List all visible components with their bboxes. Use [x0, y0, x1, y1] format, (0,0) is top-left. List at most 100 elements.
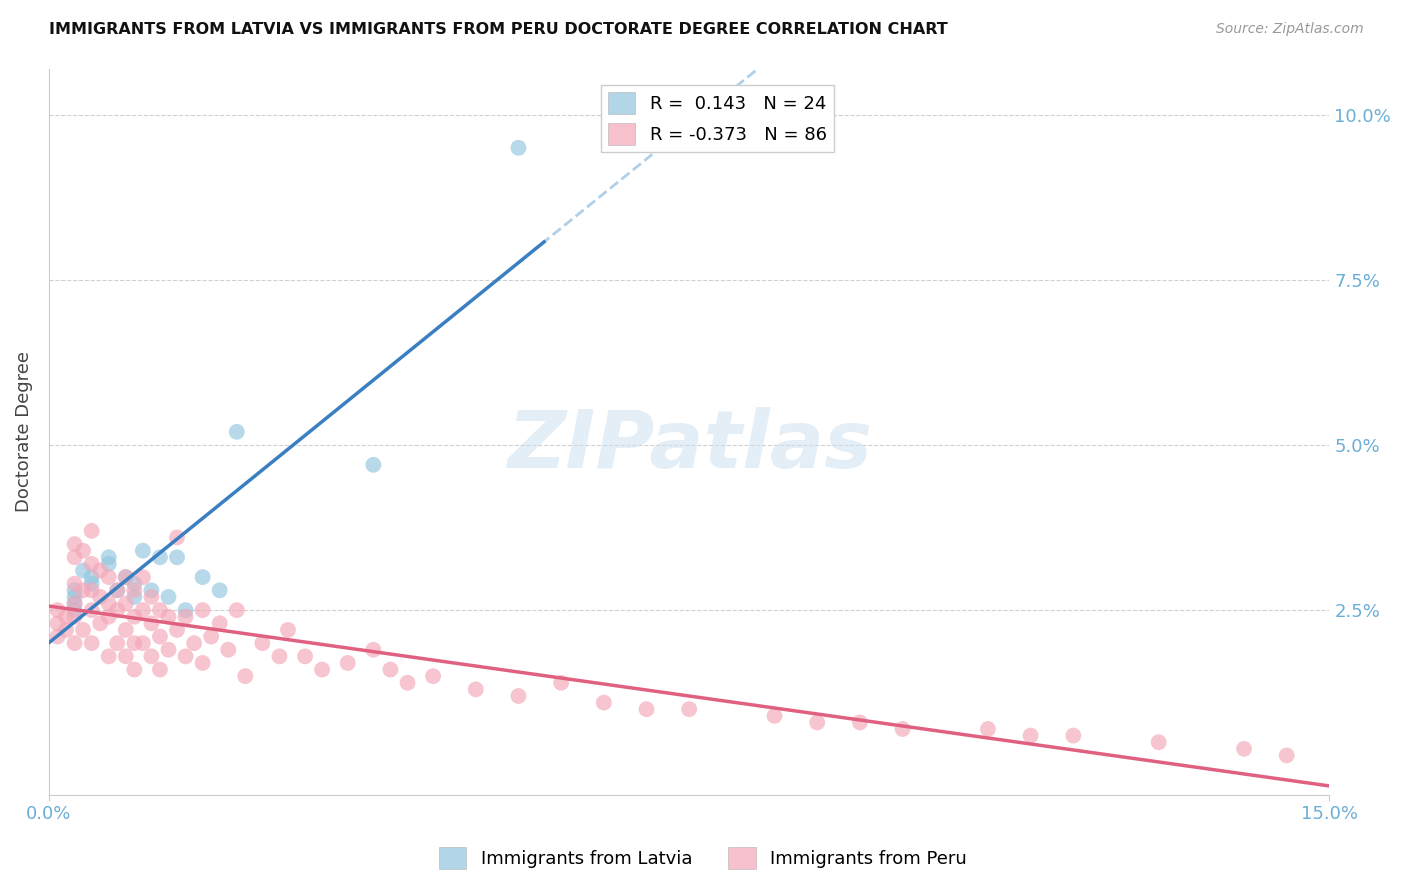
- Point: [63, 550, 86, 565]
- Point: [141, 590, 163, 604]
- Point: [464, 682, 486, 697]
- Point: [636, 702, 658, 716]
- Point: [63, 597, 86, 611]
- Point: [105, 583, 128, 598]
- Point: [89, 616, 111, 631]
- Point: [124, 663, 146, 677]
- Point: [217, 642, 239, 657]
- Point: [166, 550, 188, 565]
- Point: [1147, 735, 1170, 749]
- Point: [166, 531, 188, 545]
- Point: [422, 669, 444, 683]
- Point: [157, 642, 180, 657]
- Point: [124, 590, 146, 604]
- Point: [174, 649, 197, 664]
- Text: IMMIGRANTS FROM LATVIA VS IMMIGRANTS FROM PERU DOCTORATE DEGREE CORRELATION CHAR: IMMIGRANTS FROM LATVIA VS IMMIGRANTS FRO…: [49, 22, 948, 37]
- Point: [174, 603, 197, 617]
- Point: [97, 597, 120, 611]
- Point: [97, 570, 120, 584]
- Point: [1275, 748, 1298, 763]
- Point: [80, 576, 103, 591]
- Point: [208, 583, 231, 598]
- Point: [80, 583, 103, 598]
- Point: [105, 583, 128, 598]
- Y-axis label: Doctorate Degree: Doctorate Degree: [15, 351, 32, 512]
- Point: [105, 603, 128, 617]
- Point: [46, 603, 69, 617]
- Point: [72, 583, 94, 598]
- Point: [149, 663, 172, 677]
- Point: [592, 696, 614, 710]
- Point: [233, 669, 256, 683]
- Text: ZIPatlas: ZIPatlas: [506, 408, 872, 485]
- Point: [124, 636, 146, 650]
- Point: [63, 576, 86, 591]
- Point: [191, 656, 214, 670]
- Point: [114, 597, 136, 611]
- Point: [149, 630, 172, 644]
- Point: [114, 570, 136, 584]
- Point: [63, 583, 86, 598]
- Point: [191, 570, 214, 584]
- Point: [72, 564, 94, 578]
- Point: [166, 623, 188, 637]
- Text: Source: ZipAtlas.com: Source: ZipAtlas.com: [1216, 22, 1364, 37]
- Legend: Immigrants from Latvia, Immigrants from Peru: Immigrants from Latvia, Immigrants from …: [432, 839, 974, 876]
- Point: [141, 583, 163, 598]
- Point: [294, 649, 316, 664]
- Point: [891, 722, 914, 736]
- Point: [124, 609, 146, 624]
- Point: [363, 642, 385, 657]
- Point: [977, 722, 1000, 736]
- Point: [200, 630, 222, 644]
- Point: [105, 636, 128, 650]
- Point: [508, 689, 530, 703]
- Point: [252, 636, 274, 650]
- Point: [89, 564, 111, 578]
- Point: [80, 570, 103, 584]
- Point: [191, 603, 214, 617]
- Point: [114, 649, 136, 664]
- Point: [363, 458, 385, 472]
- Point: [396, 675, 419, 690]
- Point: [72, 623, 94, 637]
- Point: [63, 609, 86, 624]
- Point: [380, 663, 402, 677]
- Point: [225, 425, 247, 439]
- Point: [72, 543, 94, 558]
- Point: [89, 590, 111, 604]
- Point: [1019, 729, 1042, 743]
- Point: [55, 623, 77, 637]
- Point: [678, 702, 700, 716]
- Point: [132, 570, 155, 584]
- Point: [80, 603, 103, 617]
- Point: [149, 603, 172, 617]
- Point: [114, 570, 136, 584]
- Point: [1062, 729, 1084, 743]
- Point: [157, 609, 180, 624]
- Point: [80, 524, 103, 538]
- Point: [806, 715, 828, 730]
- Point: [277, 623, 299, 637]
- Point: [124, 576, 146, 591]
- Point: [141, 616, 163, 631]
- Point: [763, 708, 786, 723]
- Point: [80, 636, 103, 650]
- Point: [849, 715, 872, 730]
- Point: [97, 649, 120, 664]
- Point: [46, 630, 69, 644]
- Point: [269, 649, 291, 664]
- Point: [174, 609, 197, 624]
- Point: [124, 583, 146, 598]
- Point: [225, 603, 247, 617]
- Point: [157, 590, 180, 604]
- Point: [1233, 741, 1256, 756]
- Point: [132, 603, 155, 617]
- Point: [55, 609, 77, 624]
- Point: [63, 537, 86, 551]
- Point: [208, 616, 231, 631]
- Point: [336, 656, 359, 670]
- Point: [132, 636, 155, 650]
- Point: [46, 616, 69, 631]
- Point: [183, 636, 205, 650]
